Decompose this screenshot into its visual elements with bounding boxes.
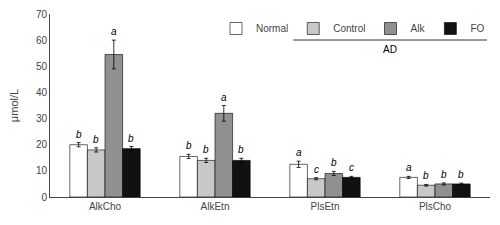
- svg-text:60: 60: [36, 35, 48, 46]
- svg-text:b: b: [458, 169, 464, 180]
- svg-text:a: a: [221, 92, 227, 103]
- svg-text:b: b: [203, 144, 209, 155]
- svg-text:Normal: Normal: [256, 23, 288, 34]
- svg-text:b: b: [238, 144, 244, 155]
- svg-text:50: 50: [36, 61, 48, 72]
- svg-text:b: b: [423, 170, 429, 181]
- svg-text:c: c: [349, 162, 354, 173]
- svg-text:b: b: [186, 140, 192, 151]
- svg-text:PlsCho: PlsCho: [419, 201, 452, 212]
- svg-text:b: b: [441, 169, 447, 180]
- svg-text:c: c: [314, 164, 319, 175]
- svg-text:30: 30: [36, 113, 48, 124]
- svg-text:b: b: [76, 129, 82, 140]
- svg-text:20: 20: [36, 139, 48, 150]
- svg-text:b: b: [93, 134, 99, 145]
- svg-text:a: a: [111, 26, 117, 37]
- svg-text:μmol/L: μmol/L: [8, 89, 20, 122]
- svg-text:Alk: Alk: [410, 23, 425, 34]
- svg-text:0: 0: [41, 192, 47, 203]
- svg-text:PlsEtn: PlsEtn: [311, 201, 340, 212]
- svg-text:b: b: [128, 133, 134, 144]
- svg-text:a: a: [296, 147, 302, 158]
- svg-text:70: 70: [36, 9, 48, 20]
- svg-text:FO: FO: [470, 23, 484, 34]
- svg-text:AD: AD: [383, 44, 397, 55]
- svg-text:AlkCho: AlkCho: [89, 201, 122, 212]
- svg-text:Control: Control: [333, 23, 365, 34]
- svg-text:40: 40: [36, 87, 48, 98]
- svg-text:a: a: [406, 162, 412, 173]
- svg-text:AlkEtn: AlkEtn: [201, 201, 230, 212]
- svg-text:b: b: [331, 157, 337, 168]
- svg-text:10: 10: [36, 165, 48, 176]
